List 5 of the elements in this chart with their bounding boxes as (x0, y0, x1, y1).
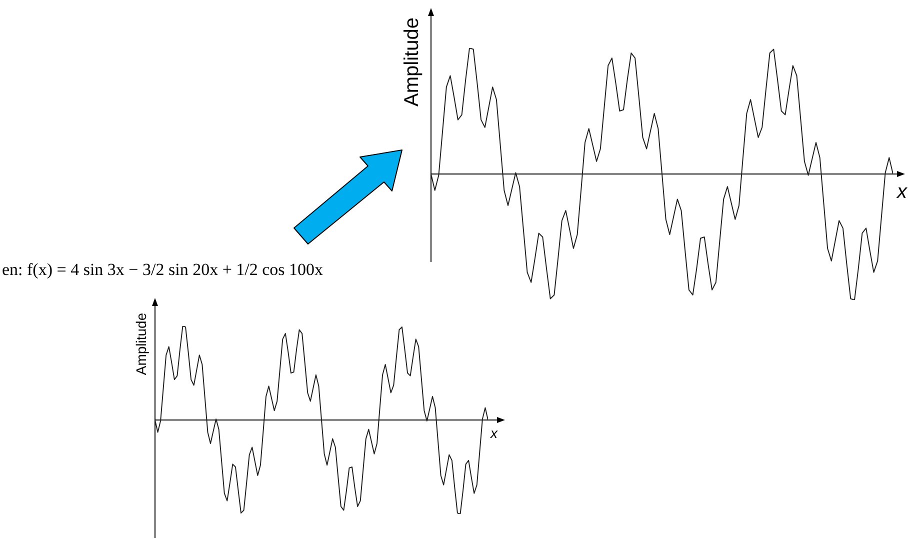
x-axis-title: x (490, 425, 498, 441)
y-axis-title: Amplitude (133, 312, 149, 376)
y-axis-title: Amplitude (401, 18, 423, 106)
chart-title: en: f(x) = 4 sin 3x − 3/2 sin 20x + 1/2 cos 100x (2, 260, 324, 280)
x-axis-title: x (896, 181, 908, 203)
